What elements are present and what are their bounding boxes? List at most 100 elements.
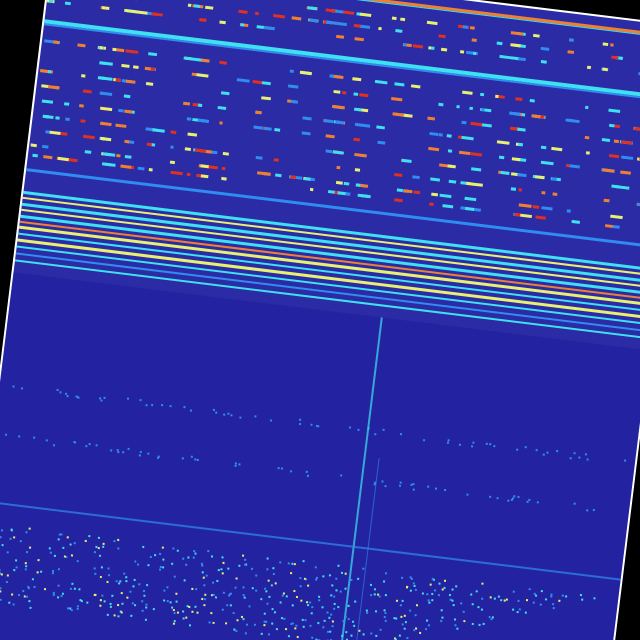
- noise-dot: [350, 578, 353, 581]
- noise-dot: [191, 610, 194, 613]
- heat-cell: [391, 16, 397, 21]
- heat-cell: [120, 164, 132, 169]
- heat-cell: [100, 121, 112, 127]
- faint-dot: [524, 446, 527, 449]
- faint-dot: [586, 509, 589, 512]
- heat-cell: [184, 147, 191, 151]
- faint-dot: [471, 445, 474, 448]
- noise-dot: [221, 556, 224, 559]
- faint-dot: [18, 435, 21, 438]
- noise-dot: [131, 602, 134, 605]
- heat-cell: [342, 91, 347, 95]
- noise-dot: [342, 620, 345, 623]
- noise-dot: [281, 594, 284, 597]
- noise-dot: [25, 550, 29, 554]
- heat-cell: [41, 99, 54, 104]
- heat-cell: [551, 177, 557, 181]
- noise-dot: [331, 620, 334, 623]
- noise-dot: [525, 599, 529, 602]
- heat-cell: [540, 115, 545, 119]
- heat-cell: [186, 117, 192, 121]
- noise-dot: [351, 620, 355, 623]
- noise-dot: [113, 540, 116, 543]
- noise-dot: [384, 594, 387, 597]
- noise-dot: [505, 598, 508, 601]
- noise-dot: [384, 619, 387, 622]
- heat-cell: [290, 99, 298, 104]
- faint-dot: [381, 480, 384, 483]
- noise-dot: [303, 577, 306, 580]
- noise-dot: [518, 608, 521, 611]
- noise-dot: [182, 557, 185, 560]
- band-stripe: [23, 190, 640, 270]
- noise-dot: [516, 611, 519, 614]
- heat-cell: [205, 5, 214, 10]
- noise-dot: [49, 551, 52, 554]
- noise-dot: [86, 601, 89, 604]
- noise-dot: [31, 578, 34, 581]
- noise-dot: [24, 568, 27, 571]
- heat-cell: [100, 106, 113, 112]
- noise-dot: [491, 616, 494, 619]
- heat-cell: [540, 60, 547, 64]
- faint-dot: [398, 484, 402, 487]
- noise-dot: [100, 566, 103, 569]
- noise-dot: [414, 614, 417, 617]
- noise-dot: [550, 595, 553, 598]
- heat-cell: [497, 94, 505, 99]
- noise-dot: [145, 606, 148, 609]
- noise-dot: [409, 589, 412, 592]
- faint-dot: [227, 412, 230, 415]
- noise-dot: [374, 610, 378, 613]
- noise-dot: [37, 559, 40, 562]
- heat-cell: [290, 175, 297, 179]
- noise-dot: [95, 545, 98, 549]
- vertical-line: [341, 317, 383, 640]
- heat-cell: [541, 206, 553, 211]
- heat-cell: [569, 38, 574, 42]
- noise-dot: [29, 606, 32, 609]
- faint-dot: [85, 445, 88, 448]
- stripe-top-cyan: [356, 0, 640, 35]
- heat-cell: [221, 166, 226, 171]
- noise-dot: [421, 592, 424, 595]
- noise-dot: [331, 584, 334, 587]
- noise-dot: [57, 538, 60, 541]
- noise-dot: [120, 611, 123, 614]
- faint-dot: [190, 455, 193, 458]
- heat-cell: [608, 154, 620, 159]
- heat-cell: [57, 156, 69, 162]
- noise-dot: [36, 571, 39, 574]
- noise-dot: [172, 547, 175, 550]
- heat-cell: [300, 70, 312, 76]
- faint-dot: [139, 399, 142, 402]
- faint-dot: [578, 456, 581, 459]
- faint-dot: [66, 395, 69, 398]
- heat-cell: [41, 84, 50, 89]
- noise-dot: [0, 598, 2, 601]
- heat-cell: [353, 137, 361, 142]
- heat-cell: [461, 120, 467, 125]
- noise-dot: [431, 592, 434, 596]
- noise-dot: [344, 587, 347, 590]
- noise-dot: [260, 598, 263, 601]
- noise-dot: [27, 585, 30, 588]
- noise-dot: [400, 615, 403, 618]
- noise-dot: [552, 607, 555, 610]
- noise-dot: [347, 617, 350, 621]
- heat-cell: [469, 106, 474, 110]
- heat-cell: [354, 107, 362, 112]
- heat-cell: [608, 108, 621, 113]
- noise-dot: [214, 596, 218, 599]
- noise-dot: [15, 566, 18, 569]
- heat-cell: [125, 49, 137, 54]
- noise-dot: [158, 552, 162, 556]
- heat-cell: [183, 101, 191, 106]
- noise-dot: [460, 602, 463, 605]
- heat-cell: [101, 6, 110, 10]
- noise-dot: [454, 624, 457, 627]
- noise-dot: [191, 587, 194, 591]
- heat-cell: [621, 155, 634, 160]
- heat-cell: [332, 150, 344, 155]
